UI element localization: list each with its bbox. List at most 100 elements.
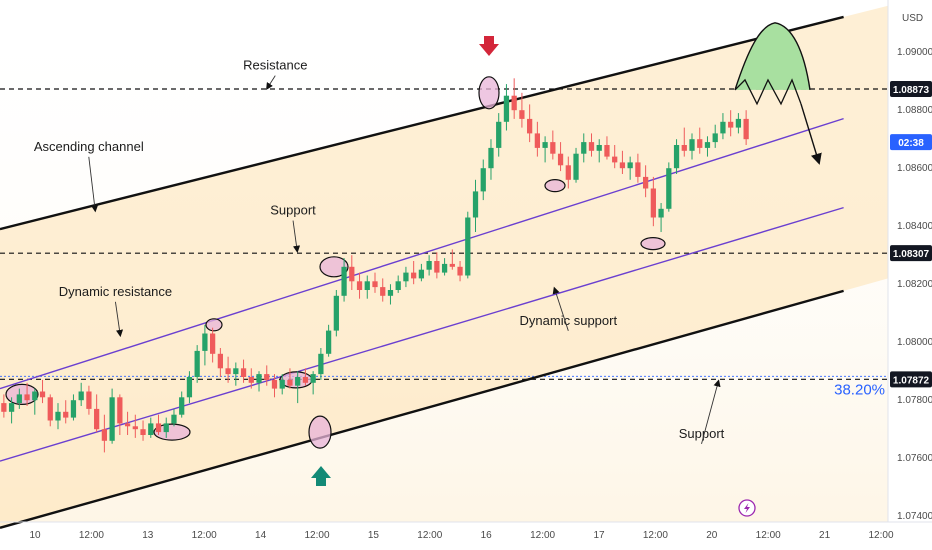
candle — [658, 203, 664, 232]
candle — [681, 127, 687, 157]
time-badge-label: 02:38 — [898, 138, 924, 149]
candle-body — [356, 281, 363, 290]
candles-layer — [1, 78, 749, 453]
candle-body — [94, 408, 100, 430]
candle — [287, 368, 293, 389]
candle — [94, 394, 100, 433]
price-badge-label: 1.08307 — [893, 249, 930, 260]
candle — [604, 136, 610, 160]
candle-body — [124, 423, 131, 427]
candle — [581, 133, 587, 163]
price-badge-label: 1.07872 — [893, 375, 930, 386]
candle — [217, 348, 223, 377]
currency-label: USD — [902, 13, 923, 24]
candle-body — [720, 121, 726, 134]
candle — [186, 371, 193, 404]
candle — [642, 165, 649, 198]
candle-body — [8, 403, 15, 412]
candle — [63, 400, 69, 424]
candle-body — [310, 374, 316, 383]
y-tick-label: 1.08200 — [897, 279, 932, 290]
candle — [117, 394, 123, 435]
candle — [78, 382, 84, 406]
candle — [264, 365, 270, 386]
candle — [16, 388, 22, 409]
y-tick-label: 1.08400 — [897, 221, 932, 232]
candle — [627, 156, 633, 180]
candle-body — [681, 145, 687, 151]
x-tick-label: 12:00 — [756, 530, 781, 541]
x-tick-label: 12:00 — [79, 530, 104, 541]
candle — [310, 371, 316, 395]
candle-body — [704, 142, 711, 148]
badges-layer: 1.08873 1.08307 1.07872 02:38 38.20% — [834, 81, 932, 398]
highlight-arc — [153, 423, 191, 441]
up-arrow-icon — [311, 466, 331, 486]
y-tick-label: 1.08800 — [897, 105, 932, 116]
candle-body — [39, 391, 46, 398]
candle-body — [117, 397, 123, 424]
candle — [511, 78, 517, 119]
candle-body — [256, 374, 262, 383]
candle-body — [109, 397, 115, 441]
highlight-arc — [319, 256, 349, 278]
candle — [279, 374, 285, 395]
candle-body — [550, 142, 556, 154]
x-axis[interactable]: 10 12:00 13 12:00 14 12:00 15 12:00 16 12:00 17 12:… — [0, 521, 932, 541]
projection-zigzag — [734, 78, 802, 106]
candle-body — [403, 272, 409, 282]
annotation-pointer — [114, 301, 124, 338]
candle-body — [24, 394, 30, 401]
candle — [697, 127, 703, 154]
candle — [542, 136, 548, 163]
candle — [248, 368, 254, 389]
y-axis[interactable]: USD 1.09000 1.08800 1.08600 1.08400 1.08200 1… — [887, 0, 932, 522]
candle-body — [86, 391, 92, 409]
x-tick-label: 20 — [706, 530, 718, 541]
candle-body — [534, 133, 540, 148]
candle-body — [380, 287, 386, 296]
candle — [519, 92, 525, 128]
candle — [673, 139, 680, 174]
candle — [743, 110, 749, 145]
candle — [403, 266, 409, 288]
candle — [496, 113, 502, 157]
candle — [712, 124, 718, 148]
candle — [163, 417, 169, 438]
candle — [155, 414, 162, 435]
x-tick-label: 16 — [481, 530, 493, 541]
price-badge-label: 1.08873 — [893, 85, 930, 96]
candle — [302, 368, 309, 386]
candle — [364, 275, 370, 299]
lightning-icon[interactable] — [738, 499, 756, 517]
candle — [55, 403, 61, 430]
y-tick-label: 1.07400 — [897, 511, 932, 522]
candle-body — [581, 142, 587, 154]
candle — [47, 394, 53, 427]
candle — [333, 290, 339, 337]
candle — [225, 356, 231, 383]
candle-body — [472, 191, 479, 218]
candle — [588, 133, 595, 157]
candle — [233, 362, 239, 386]
candle — [650, 176, 656, 227]
candle-body — [70, 400, 77, 418]
candle — [194, 345, 200, 383]
top-highlight — [478, 76, 500, 110]
projection-dome — [734, 22, 811, 91]
candle-body — [387, 290, 394, 296]
candle — [426, 255, 432, 276]
candle — [472, 179, 479, 232]
candle — [101, 414, 108, 453]
annotation-pointer — [266, 75, 276, 91]
candle — [132, 414, 138, 438]
candle — [32, 388, 38, 415]
candle-body — [434, 261, 440, 273]
candle — [465, 211, 471, 279]
candle — [210, 327, 216, 363]
candle-body — [240, 368, 247, 377]
x-tick-label: 15 — [368, 530, 380, 541]
candle — [341, 258, 347, 302]
candle-body — [210, 333, 216, 354]
